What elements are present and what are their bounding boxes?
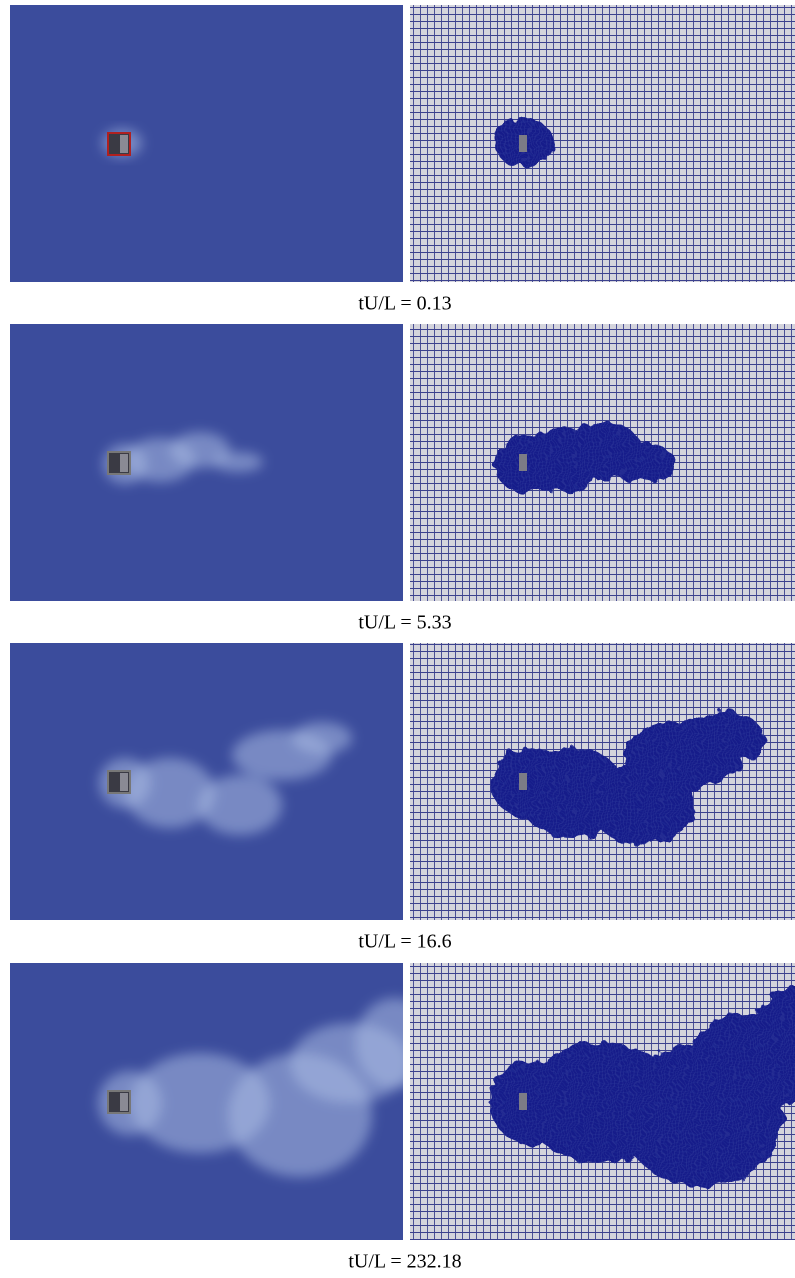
vorticity-panel [10,324,403,601]
panel-row: tU/L = 232.18 [10,963,795,1273]
obstacle-face [120,135,128,153]
wake-blob [213,452,263,472]
mesh-panel [410,324,795,601]
figure: tU/L = 0.13 tU/L = 5.33 tU/L = 16.6 tU/L = … [0,0,795,1278]
vorticity-panel [10,643,403,920]
mesh-panel [410,5,795,282]
wake-blob [292,722,352,754]
wake-blob [198,775,282,835]
obstacle [519,454,527,471]
obstacle [519,1093,527,1110]
mesh-panel [410,963,795,1240]
obstacle [519,773,527,790]
background [10,5,403,282]
obstacle-face [120,454,128,472]
refined-cells [605,442,675,482]
obstacle-face [120,1093,128,1111]
caption: tU/L = 232.18 [348,1251,461,1273]
page: tU/L = 0.13 tU/L = 5.33 tU/L = 16.6 tU/L = … [0,0,795,1278]
mesh [410,5,795,282]
wake-blob [125,758,215,828]
obstacle [519,135,527,152]
obstacle-face [120,773,128,791]
panel-row: tU/L = 5.33 [10,324,795,634]
caption: tU/L = 16.6 [358,931,451,953]
refined-cells [684,712,764,764]
caption: tU/L = 5.33 [358,612,451,634]
caption: tU/L = 0.13 [358,293,451,315]
panel-row: tU/L = 0.13 [10,5,795,315]
panel-row: tU/L = 16.6 [10,643,795,953]
mesh-panel [410,643,795,920]
vorticity-panel [10,5,403,282]
vorticity-panel [10,963,435,1240]
